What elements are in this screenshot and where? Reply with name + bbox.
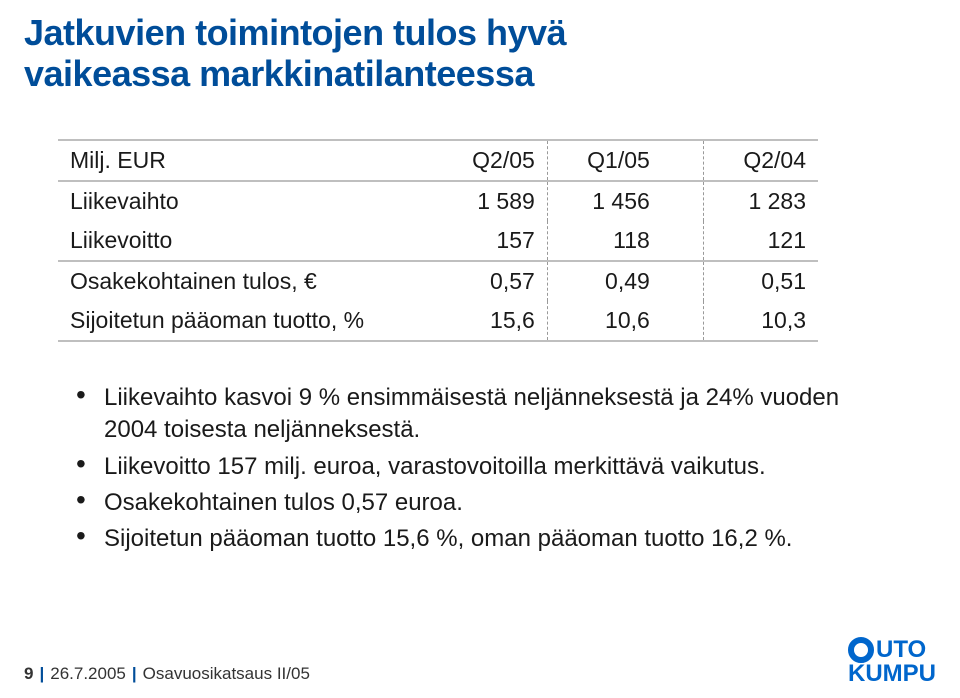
table-cell: 10,3 — [703, 301, 818, 341]
table-cell: 1 283 — [703, 181, 818, 221]
table-cell: 121 — [703, 221, 818, 261]
footer-date: 26.7.2005 — [50, 664, 126, 684]
table-cell-label: Liikevaihto — [58, 181, 433, 221]
table-cell: 1 589 — [433, 181, 548, 221]
footer-doc: Osavuosikatsaus II/05 — [143, 664, 310, 684]
slide-footer: 9 | 26.7.2005 | Osavuosikatsaus II/05 UT… — [24, 637, 936, 684]
slide-title: Jatkuvien toimintojen tulos hyvä vaikeas… — [0, 0, 960, 95]
table-header-c1: Q2/05 — [433, 140, 548, 181]
table-spacer — [662, 140, 704, 181]
title-line-1: Jatkuvien toimintojen tulos hyvä — [24, 12, 566, 53]
bullet-item: Sijoitetun pääoman tuotto 15,6 %, oman p… — [76, 523, 876, 555]
table-spacer — [662, 301, 704, 341]
table-header-c3: Q2/04 — [703, 140, 818, 181]
outokumpu-logo: UTO KUMPU — [848, 637, 936, 684]
logo-text-top: UTO — [876, 639, 926, 660]
bullet-list: Liikevaihto kasvoi 9 % ensimmäisestä nel… — [76, 382, 876, 556]
table-header-c2: Q1/05 — [547, 140, 662, 181]
page-number: 9 — [24, 664, 33, 684]
bullet-item: Osakekohtainen tulos 0,57 euroa. — [76, 487, 876, 519]
table-cell-label: Osakekohtainen tulos, € — [58, 261, 433, 301]
title-line-2: vaikeassa markkinatilanteessa — [24, 53, 534, 94]
logo-text-bot: KUMPU — [848, 663, 936, 684]
logo-o-icon — [848, 637, 874, 663]
table-cell: 0,57 — [433, 261, 548, 301]
bullet-item: Liikevoitto 157 milj. euroa, varastovoit… — [76, 451, 876, 483]
table-cell: 10,6 — [547, 301, 662, 341]
table-cell: 118 — [547, 221, 662, 261]
table-cell-label: Liikevoitto — [58, 221, 433, 261]
data-table: Milj. EUR Q2/05 Q1/05 Q2/04 Liikevaihto … — [58, 139, 818, 342]
divider-icon: | — [132, 664, 137, 684]
divider-icon: | — [39, 664, 44, 684]
table-cell: 1 456 — [547, 181, 662, 221]
table-spacer — [662, 261, 704, 301]
footer-meta: 9 | 26.7.2005 | Osavuosikatsaus II/05 — [24, 664, 310, 684]
table-spacer — [662, 181, 704, 221]
table-cell: 157 — [433, 221, 548, 261]
table-cell: 15,6 — [433, 301, 548, 341]
table-cell: 0,51 — [703, 261, 818, 301]
bullet-item: Liikevaihto kasvoi 9 % ensimmäisestä nel… — [76, 382, 876, 447]
table-header-label: Milj. EUR — [58, 140, 433, 181]
table-cell-label: Sijoitetun pääoman tuotto, % — [58, 301, 433, 341]
table-spacer — [662, 221, 704, 261]
table-cell: 0,49 — [547, 261, 662, 301]
